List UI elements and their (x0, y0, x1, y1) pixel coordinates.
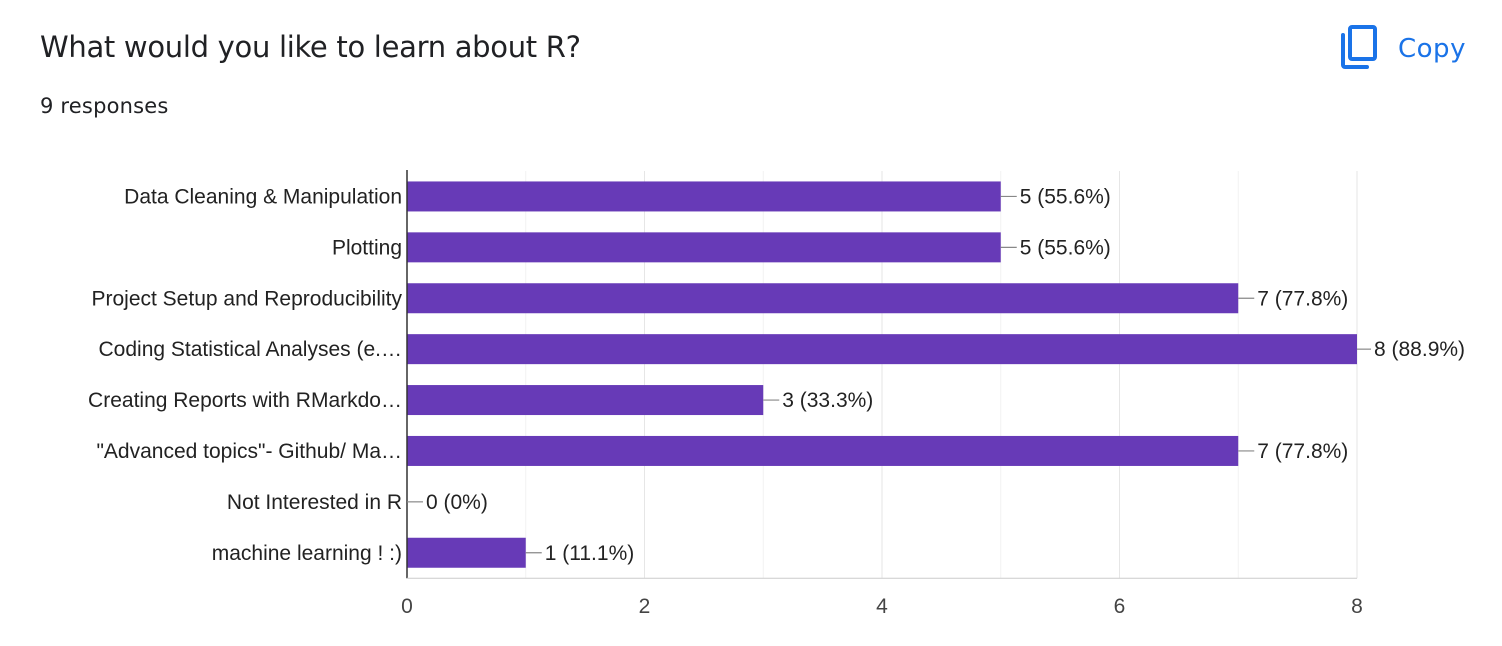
data-label: 7 (77.8%) (1257, 287, 1348, 310)
axes (406, 170, 1357, 579)
data-label: 5 (55.6%) (1020, 185, 1111, 208)
data-label: 8 (88.9%) (1374, 338, 1465, 361)
data-label: 7 (77.8%) (1257, 440, 1348, 463)
bar (407, 537, 526, 568)
category-label: Data Cleaning & Manipulation (124, 185, 402, 208)
category-label: Project Setup and Reproducibility (91, 287, 402, 310)
bar (407, 385, 764, 416)
x-tick-label: 4 (876, 595, 888, 618)
x-tick-label: 0 (401, 595, 413, 618)
chart-title: What would you like to learn about R? (40, 30, 581, 64)
bar (407, 334, 1357, 365)
copy-label: Copy (1398, 34, 1466, 64)
x-tick-label: 8 (1351, 595, 1363, 618)
category-label: Coding Statistical Analyses (e.… (99, 338, 402, 361)
category-label: Plotting (332, 236, 402, 259)
labels: 0 2 4 6 8 5 (55.6%) Data Cleaning & Manipulati… (88, 185, 1465, 618)
category-label: Creating Reports with RMarkdo… (88, 389, 402, 412)
bar-chart: 0 2 4 6 8 5 (55.6%) Data Cleaning & Manipulati… (88, 170, 1465, 618)
response-count: 9 responses (40, 94, 169, 118)
category-label: Not Interested in R (227, 491, 402, 514)
bars (407, 181, 1357, 568)
category-label: "Advanced topics"- Github/ Ma… (96, 440, 402, 463)
data-label: 0 (0%) (426, 491, 488, 514)
bar (407, 435, 1239, 466)
bar (407, 181, 1001, 212)
category-label: machine learning ! :) (212, 542, 402, 565)
x-tick-label: 2 (639, 595, 651, 618)
data-label: 3 (33.3%) (782, 389, 873, 412)
data-label: 1 (11.1%) (545, 542, 635, 565)
bar (407, 283, 1239, 314)
copy-icon (1336, 24, 1382, 75)
data-label: 5 (55.6%) (1020, 236, 1111, 259)
grid-lines (406, 171, 1358, 579)
copy-button[interactable]: Copy (1336, 22, 1466, 76)
bar (407, 232, 1001, 263)
x-tick-label: 6 (1114, 595, 1126, 618)
